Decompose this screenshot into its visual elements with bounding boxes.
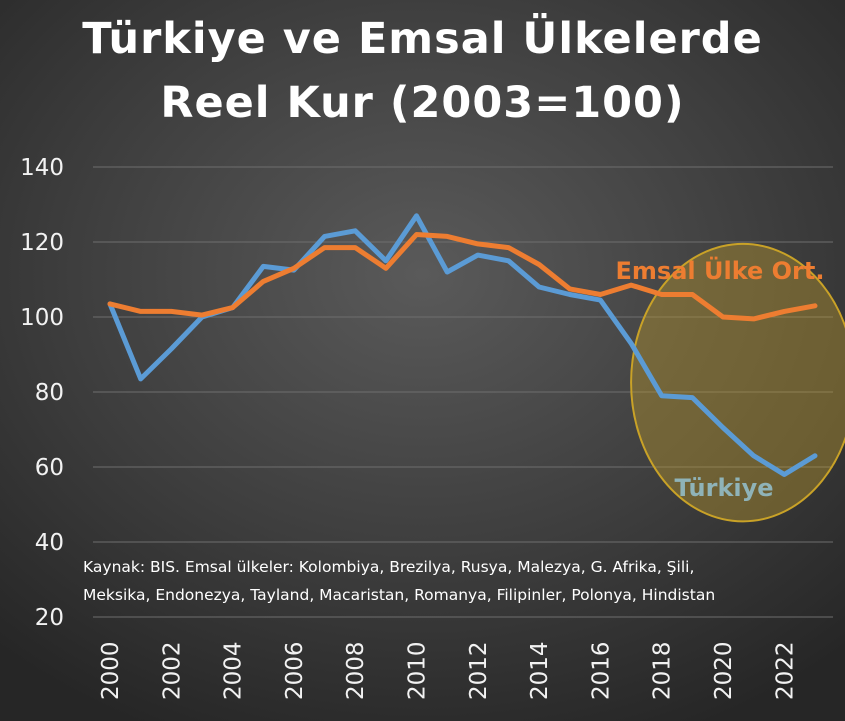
chart-title-line-1: Türkiye ve Emsal Ülkelerde <box>82 14 763 64</box>
x-axis-ticks: 2000 2002 2004 2006 2008 2010 2012 2014 2016 2018… <box>98 641 798 700</box>
y-axis-ticks: 20 40 60 80 100 120 140 <box>20 155 64 631</box>
peer-average-series-label: Emsal Ülke Ort. <box>616 255 825 285</box>
x-tick-label: 2008 <box>343 641 369 700</box>
turkiye-series-label: Türkiye <box>674 474 773 502</box>
highlight-ellipse-group <box>630 242 845 523</box>
chart-title-line-2: Reel Kur (2003=100) <box>160 78 685 128</box>
x-tick-label: 2014 <box>527 641 553 700</box>
y-tick-label: 20 <box>35 605 64 631</box>
y-tick-label: 80 <box>35 380 64 406</box>
x-tick-label: 2002 <box>159 641 185 700</box>
source-note-line-2: Meksika, Endonezya, Tayland, Macaristan,… <box>83 586 716 604</box>
series-lines <box>107 213 818 477</box>
source-note-line-1: Kaynak: BIS. Emsal ülkeler: Kolombiya, B… <box>83 558 695 576</box>
y-tick-label: 140 <box>20 155 64 181</box>
x-tick-label: 2012 <box>466 641 492 700</box>
x-tick-label: 2006 <box>282 641 308 700</box>
x-tick-label: 2020 <box>711 641 737 700</box>
x-tick-label: 2018 <box>650 641 676 700</box>
x-tick-label: 2004 <box>221 641 247 700</box>
x-tick-label: 2010 <box>405 641 431 700</box>
x-tick-label: 2022 <box>772 641 798 700</box>
x-tick-label: 2016 <box>588 641 614 700</box>
series-labels: Türkiye Emsal Ülke Ort. <box>616 255 825 502</box>
x-tick-label: 2000 <box>98 641 124 700</box>
y-tick-label: 60 <box>35 455 64 481</box>
highlight-ellipse <box>630 242 845 523</box>
y-tick-label: 40 <box>35 530 64 556</box>
peer-average-series-line <box>107 232 818 322</box>
y-tick-label: 100 <box>20 305 64 331</box>
y-tick-label: 120 <box>20 230 64 256</box>
gridlines <box>93 166 833 618</box>
